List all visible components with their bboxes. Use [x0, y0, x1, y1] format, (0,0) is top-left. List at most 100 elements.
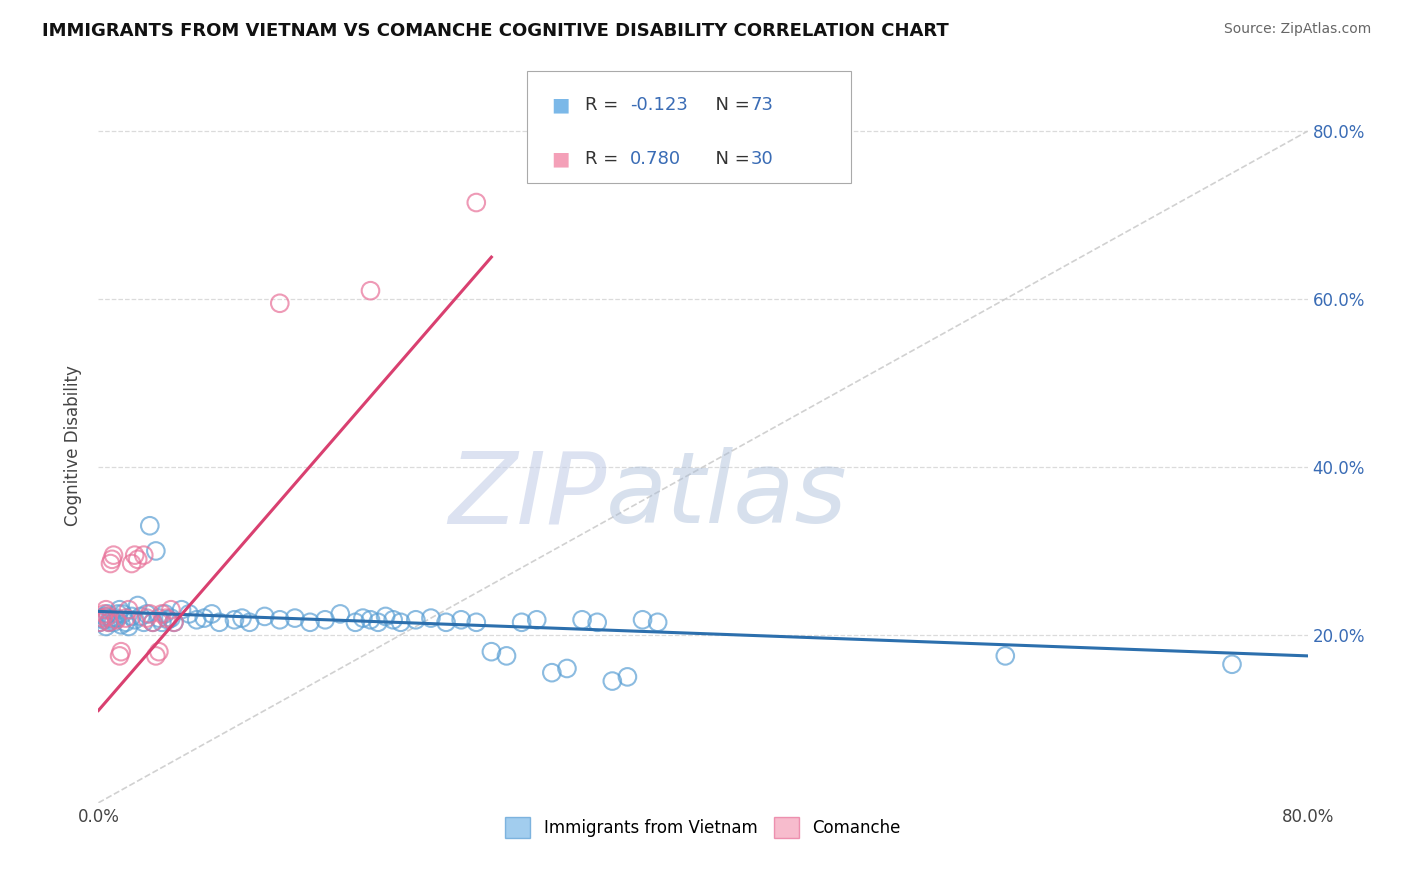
Point	[108, 603, 131, 617]
Text: ■: ■	[551, 149, 569, 169]
Point	[101, 552, 124, 566]
Point	[105, 611, 128, 625]
Point	[132, 548, 155, 562]
Text: N =: N =	[704, 150, 756, 168]
Point	[193, 611, 215, 625]
Point	[994, 648, 1017, 663]
Point	[93, 607, 115, 621]
Point	[121, 609, 143, 624]
Point	[647, 615, 669, 630]
Point	[118, 603, 141, 617]
Point	[586, 615, 609, 630]
Text: -0.123: -0.123	[630, 96, 688, 114]
Point	[108, 648, 131, 663]
Point	[156, 613, 179, 627]
Point	[139, 518, 162, 533]
Point	[110, 645, 132, 659]
Point	[132, 615, 155, 630]
Point	[148, 645, 170, 659]
Point	[555, 661, 578, 675]
Text: N =: N =	[704, 96, 756, 114]
Point	[367, 615, 389, 630]
Point	[135, 611, 157, 625]
Point	[602, 674, 624, 689]
Point	[93, 609, 115, 624]
Point	[186, 613, 208, 627]
Point	[360, 284, 382, 298]
Point	[98, 615, 121, 630]
Point	[96, 607, 118, 621]
Point	[98, 615, 121, 630]
Point	[420, 611, 443, 625]
Text: 73: 73	[751, 96, 773, 114]
Text: R =: R =	[585, 150, 624, 168]
Point	[231, 611, 253, 625]
Text: ZIP: ZIP	[449, 448, 606, 544]
Point	[127, 552, 149, 566]
Point	[91, 611, 114, 625]
Point	[224, 613, 246, 627]
Point	[96, 609, 118, 624]
Text: 0.780: 0.780	[630, 150, 681, 168]
Point	[360, 613, 382, 627]
Point	[150, 607, 173, 621]
Point	[145, 544, 167, 558]
Point	[163, 615, 186, 630]
Point	[631, 613, 654, 627]
Point	[153, 607, 176, 621]
Y-axis label: Cognitive Disability: Cognitive Disability	[65, 366, 83, 526]
Point	[124, 613, 146, 627]
Point	[299, 615, 322, 630]
Text: ■: ■	[551, 95, 569, 115]
Point	[201, 607, 224, 621]
Point	[105, 613, 128, 627]
Text: atlas: atlas	[606, 448, 848, 544]
Point	[145, 648, 167, 663]
Point	[510, 615, 533, 630]
Point	[374, 609, 396, 624]
Point	[526, 613, 548, 627]
Text: 30: 30	[751, 150, 773, 168]
Point	[382, 613, 405, 627]
Point	[571, 613, 593, 627]
Point	[465, 615, 488, 630]
Point	[1220, 657, 1243, 672]
Point	[135, 607, 157, 621]
Point	[163, 615, 186, 630]
Point	[100, 611, 122, 625]
Point	[284, 611, 307, 625]
Point	[121, 557, 143, 571]
Point	[405, 613, 427, 627]
Point	[111, 607, 134, 621]
Point	[314, 613, 336, 627]
Point	[107, 607, 129, 621]
Point	[208, 615, 231, 630]
Point	[450, 613, 472, 627]
Point	[90, 611, 112, 625]
Text: Source: ZipAtlas.com: Source: ZipAtlas.com	[1223, 22, 1371, 37]
Point	[129, 609, 152, 624]
Point	[101, 613, 124, 627]
Point	[389, 615, 412, 630]
Point	[114, 611, 136, 625]
Point	[160, 603, 183, 617]
Point	[179, 607, 201, 621]
Point	[239, 615, 262, 630]
Point	[103, 615, 125, 630]
Point	[344, 615, 367, 630]
Point	[160, 611, 183, 625]
Point	[269, 613, 291, 627]
Point	[155, 611, 177, 625]
Point	[150, 615, 173, 630]
Text: IMMIGRANTS FROM VIETNAM VS COMANCHE COGNITIVE DISABILITY CORRELATION CHART: IMMIGRANTS FROM VIETNAM VS COMANCHE COGN…	[42, 22, 949, 40]
Legend: Immigrants from Vietnam, Comanche: Immigrants from Vietnam, Comanche	[499, 811, 907, 845]
Point	[127, 599, 149, 613]
Point	[540, 665, 562, 680]
Point	[103, 548, 125, 562]
Point	[434, 615, 457, 630]
Point	[94, 603, 117, 617]
Point	[91, 613, 114, 627]
Point	[89, 615, 111, 630]
Point	[616, 670, 638, 684]
Point	[114, 615, 136, 630]
